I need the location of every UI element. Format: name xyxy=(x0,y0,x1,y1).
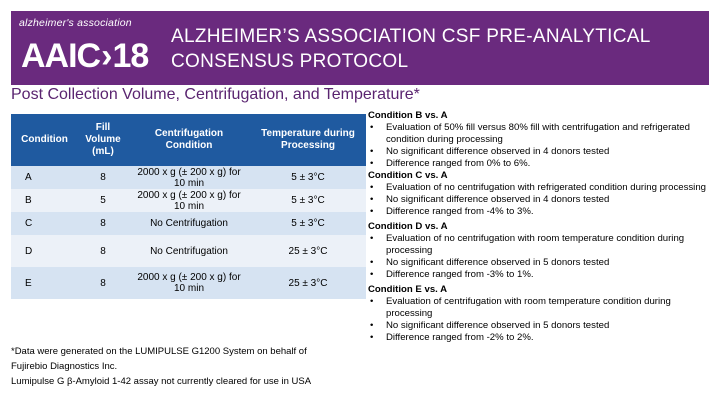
table-cell: A xyxy=(11,166,78,189)
comparison-title: Condition C vs. A xyxy=(368,170,448,181)
comparison-bullet: Evaluation of no centrifugation with ref… xyxy=(368,182,713,194)
table-cell: C xyxy=(11,212,78,235)
section-subtitle: Post Collection Volume, Centrifugation, … xyxy=(11,86,420,103)
table-cell: 8 xyxy=(78,166,128,189)
table-cell: 2000 x g (± 200 x g) for 10 min xyxy=(128,267,250,299)
header-banner: alzheimer's association AAIC›18 ALZHEIME… xyxy=(11,11,709,85)
aaic-logo: alzheimer's association AAIC›18 xyxy=(11,11,161,85)
table-cell: E xyxy=(11,267,78,299)
table-cell: 5 ± 3°C xyxy=(250,189,366,212)
chevron-right-icon: › xyxy=(101,37,112,75)
comparison-title: Condition E vs. A xyxy=(368,284,448,295)
comparison-bullet: No significant difference observed in 4 … xyxy=(368,194,713,206)
table-cell: 8 xyxy=(78,235,128,267)
footnote-line: Fujirebio Diagnostics Inc. xyxy=(11,361,118,372)
table-row: C 8 No Centrifugation 5 ± 3°C xyxy=(11,212,366,235)
comparison-bullet: No significant difference observed in 5 … xyxy=(368,257,713,269)
table-cell: 2000 x g (± 200 x g) for 10 min xyxy=(128,166,250,189)
col-header-centrifugation: Centrifugation Condition xyxy=(128,114,250,166)
page-title: ALZHEIMER’S ASSOCIATION CSF PRE-ANALYTIC… xyxy=(171,26,650,72)
table-cell: 8 xyxy=(78,267,128,299)
table-cell: 5 xyxy=(78,189,128,212)
table-cell: B xyxy=(11,189,78,212)
table-row: E 8 2000 x g (± 200 x g) for 10 min 25 ±… xyxy=(11,267,366,299)
comparison-bullet: Evaluation of 50% fill versus 80% fill w… xyxy=(368,122,713,146)
table-cell: 5 ± 3°C xyxy=(250,166,366,189)
col-header-condition: Condition xyxy=(11,114,78,166)
table-row: A 8 2000 x g (± 200 x g) for 10 min 5 ± … xyxy=(11,166,366,189)
table-cell: 8 xyxy=(78,212,128,235)
table-row: D 8 No Centrifugation 25 ± 3°C xyxy=(11,235,366,267)
footnote-line: *Data were generated on the LUMIPULSE G1… xyxy=(11,346,307,357)
footnote-line: Lumipulse G β-Amyloid 1-42 assay not cur… xyxy=(11,376,312,387)
comparison-bullet: Difference ranged from -2% to 2%. xyxy=(368,332,713,344)
protocol-table: Condition Fill Volume (mL) Centrifugatio… xyxy=(11,114,366,299)
table-cell: 5 ± 3°C xyxy=(250,212,366,235)
logo-aaic-text: AAIC›18 xyxy=(21,37,149,75)
comparison-bullet: Difference ranged from -3% to 1%. xyxy=(368,269,713,281)
table-cell: No Centrifugation xyxy=(128,212,250,235)
comparison-bullet: Difference ranged from 0% to 6%. xyxy=(368,158,713,170)
comparison-title: Condition D vs. A xyxy=(368,221,448,232)
table-cell: No Centrifugation xyxy=(128,235,250,267)
comparison-bullet: No significant difference observed in 5 … xyxy=(368,320,713,332)
table-header-row: Condition Fill Volume (mL) Centrifugatio… xyxy=(11,114,366,166)
table-cell: 2000 x g (± 200 x g) for 10 min xyxy=(128,189,250,212)
comparison-title: Condition B vs. A xyxy=(368,110,448,121)
comparison-bullet: Difference ranged from -4% to 3%. xyxy=(368,206,713,218)
comparison-bullet: No significant difference observed in 4 … xyxy=(368,146,713,158)
table-cell: 25 ± 3°C xyxy=(250,235,366,267)
col-header-fill-volume: Fill Volume (mL) xyxy=(78,114,128,166)
comparison-bullet: Evaluation of centrifugation with room t… xyxy=(368,296,713,320)
table-cell: 25 ± 3°C xyxy=(250,267,366,299)
table-row: B 5 2000 x g (± 200 x g) for 10 min 5 ± … xyxy=(11,189,366,212)
logo-association-text: alzheimer's association xyxy=(19,17,132,29)
comparison-bullet: Evaluation of no centrifugation with roo… xyxy=(368,233,713,257)
comparison-list: Condition B vs. A Evaluation of 50% fill… xyxy=(368,110,713,344)
col-header-temperature: Temperature during Processing xyxy=(250,114,366,166)
footnote: *Data were generated on the LUMIPULSE G1… xyxy=(11,344,371,389)
table-cell: D xyxy=(11,235,78,267)
